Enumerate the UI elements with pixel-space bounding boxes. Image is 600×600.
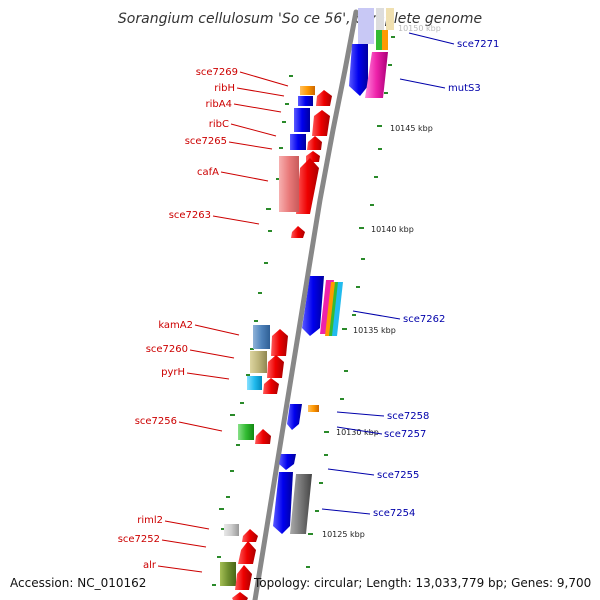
gene-ribA4 xyxy=(294,108,310,132)
ruler-label: 10140 kbp xyxy=(371,225,414,234)
gene-block-sce7262 xyxy=(302,276,343,336)
gene-alr-fwd xyxy=(235,565,252,590)
ruler-label: 10135 kbp xyxy=(353,326,396,335)
gene-ribH xyxy=(298,96,313,106)
gene-label-left: cafA xyxy=(197,167,219,178)
gene-label-left: sce7263 xyxy=(169,210,211,221)
gene-kamA2-fwd xyxy=(271,329,288,356)
gene-label-right: sce7258 xyxy=(387,411,429,422)
genome-backbone xyxy=(252,9,359,600)
gene-sce7254 xyxy=(273,472,293,534)
gene-sce7254-partner xyxy=(290,474,312,534)
gene-ribA4-fwd xyxy=(312,110,330,136)
gene-sce7265-fwd xyxy=(307,136,322,150)
gene-sce7256-fwd xyxy=(255,429,271,444)
gene-label-left: ribC xyxy=(209,119,229,130)
gene-mutS3-partner xyxy=(365,52,388,98)
gene-label-left: sce7260 xyxy=(146,344,188,355)
gene-sce7258-orange xyxy=(308,405,319,412)
gene-riml2 xyxy=(224,524,239,536)
gene-label-right: mutS3 xyxy=(448,83,481,94)
gene-cafA xyxy=(279,156,299,212)
gene-label-left: sce7252 xyxy=(118,534,160,545)
gene-label-left: sce7265 xyxy=(185,136,227,147)
accession-text: Accession: NC_010162 xyxy=(10,576,147,590)
gene-sce7263-fwd xyxy=(291,226,305,238)
gene-label-right: sce7255 xyxy=(377,470,419,481)
gene-pyrH-fwd xyxy=(263,378,279,394)
gene-cafA-fwd xyxy=(296,158,319,214)
ruler-label: 10145 kbp xyxy=(390,124,433,133)
topology-text: Topology: circular; Length: 13,033,779 b… xyxy=(254,576,592,590)
gene-sce7252-fwd xyxy=(238,541,256,564)
gene-ribH-fwd xyxy=(316,90,332,106)
ruler-label: 10150 kbp xyxy=(398,24,441,33)
gene-sce7256 xyxy=(238,424,254,440)
ruler-label: 10130 kbp xyxy=(336,428,379,437)
gene-label-left: riml2 xyxy=(137,515,163,526)
left-label-lines xyxy=(157,71,289,573)
gene-sce7255 xyxy=(279,454,296,470)
gene-label-left: sce7269 xyxy=(196,67,238,78)
gene-sce7260 xyxy=(250,351,267,373)
gene-label-left: pyrH xyxy=(161,367,185,378)
gene-sce7265 xyxy=(290,134,306,150)
gene-label-right: sce7271 xyxy=(457,39,499,50)
tick-marks-right xyxy=(306,36,395,568)
gene-label-left: ribA4 xyxy=(206,99,232,110)
tick-marks-left xyxy=(212,75,293,586)
gene-label-left: sce7256 xyxy=(135,416,177,427)
gene-sce7269 xyxy=(300,86,315,95)
gene-riml2-fwd xyxy=(242,529,258,542)
gene-label-left: ribH xyxy=(214,83,235,94)
right-label-lines xyxy=(321,32,455,515)
gene-label-right: sce7257 xyxy=(384,429,426,440)
gene-kamA2 xyxy=(253,325,270,349)
gene-bottom-fwd xyxy=(232,592,248,600)
gene-pyrH xyxy=(247,376,262,390)
ruler-label: 10125 kbp xyxy=(322,530,365,539)
gene-label-right: sce7262 xyxy=(403,314,445,325)
gene-label-left: kamA2 xyxy=(158,320,193,331)
gene-block-sce7271 xyxy=(358,8,394,50)
gene-sce7260-fwd xyxy=(267,355,284,378)
gene-mutS3 xyxy=(349,44,368,96)
gene-label-right: sce7254 xyxy=(373,508,415,519)
gene-alr xyxy=(220,562,236,586)
gene-sce7258 xyxy=(287,404,302,430)
gene-label-left: alr xyxy=(143,560,157,571)
